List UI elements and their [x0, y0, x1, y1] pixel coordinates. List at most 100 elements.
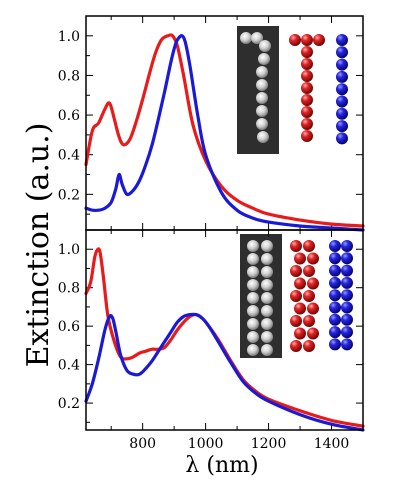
sem-particle	[256, 92, 268, 104]
sem-particle	[247, 344, 259, 356]
red-particle	[307, 277, 319, 290]
red-series-line	[84, 33, 365, 228]
sem-particle	[261, 318, 273, 330]
red-particle	[290, 265, 302, 277]
x-tick-label: 1000	[188, 436, 224, 452]
sem-particle	[247, 279, 259, 291]
blue-particle	[329, 264, 341, 277]
y-tick-label: 0.2	[58, 396, 80, 412]
blue-particle	[341, 276, 353, 289]
y-tick-label: 0.2	[58, 187, 80, 203]
sem-particle	[256, 79, 268, 91]
blue-particle	[336, 83, 348, 96]
y-tick-label: 0.8	[58, 281, 80, 297]
sem-particle	[261, 240, 273, 252]
blue-particle	[341, 338, 353, 351]
sem-particle	[261, 279, 273, 291]
blue-particle	[341, 301, 353, 314]
sem-particle	[261, 292, 273, 304]
blue-particle	[329, 240, 341, 252]
sem-particle	[256, 66, 268, 78]
blue-particle	[329, 252, 341, 265]
bottom-series	[84, 247, 365, 432]
x-axis-title: λ (nm)	[185, 453, 258, 478]
blue-particle	[341, 326, 353, 339]
blue-particle	[341, 240, 353, 252]
sem-particle	[247, 292, 259, 304]
sem-particle	[261, 344, 273, 356]
sem-particle	[247, 331, 259, 343]
red-particle	[289, 34, 301, 46]
red-particle	[301, 118, 313, 130]
y-tick-label: 1.0	[58, 29, 80, 45]
red-particle	[303, 265, 315, 277]
red-particle	[303, 315, 315, 327]
bottom-ticks: 0.2 0.4 0.6 0.8 1.0 800 1000 1200 1400	[58, 230, 363, 452]
blue-particle	[336, 95, 348, 108]
sem-particle	[247, 240, 259, 252]
red-particle	[301, 130, 313, 142]
red-particle	[301, 58, 313, 70]
red-particle	[303, 240, 315, 252]
blue-particle	[341, 264, 353, 277]
x-tick-label: 1200	[251, 436, 287, 452]
sem-particle	[256, 118, 268, 130]
y-tick-label: 1.0	[58, 242, 80, 258]
blue-particle	[329, 276, 341, 289]
red-particle	[294, 302, 306, 315]
blue-particle	[336, 132, 348, 145]
red-particle	[303, 340, 315, 352]
sem-particle	[261, 266, 273, 278]
blue-particle	[341, 313, 353, 326]
red-particle	[301, 94, 313, 106]
sem-particle	[258, 53, 270, 65]
red-particle	[290, 240, 302, 252]
sem-particle	[257, 131, 269, 143]
red-particle	[301, 106, 313, 118]
red-particle	[294, 277, 306, 290]
red-series-line	[84, 247, 365, 428]
sem-particle	[259, 40, 271, 52]
top-panel: 0.2 0.4 0.6 0.8 1.0	[58, 15, 365, 232]
blue-particle	[336, 120, 348, 133]
y-tick-label: 0.6	[58, 108, 80, 124]
sem-particle	[247, 318, 259, 330]
blue-particle	[336, 34, 348, 46]
sem-particle	[247, 305, 259, 317]
bottom-panel: 0.2 0.4 0.6 0.8 1.0 800 1000 1200 1400	[58, 229, 365, 452]
blue-particle	[329, 326, 341, 339]
y-tick-label: 0.8	[58, 68, 80, 84]
blue-particle	[336, 107, 348, 120]
bottom-sem-image	[240, 234, 282, 358]
blue-particle	[329, 301, 341, 314]
y-axis-title: Extinction (a.u.)	[21, 123, 56, 368]
blue-particle	[336, 70, 348, 83]
blue-series-line	[84, 312, 365, 432]
top-sem-image	[237, 26, 279, 154]
red-particle	[307, 327, 319, 340]
sem-particle	[261, 305, 273, 317]
bottom-plot-frame	[85, 229, 364, 431]
red-particle	[301, 70, 313, 82]
blue-particle	[336, 58, 348, 71]
blue-particle	[329, 313, 341, 326]
blue-particle	[329, 338, 341, 351]
top-series	[84, 33, 365, 232]
red-particle	[301, 34, 313, 46]
red-particle	[301, 46, 313, 58]
red-particle	[307, 302, 319, 315]
y-tick-label: 0.4	[58, 148, 80, 164]
x-tick-label: 800	[129, 436, 156, 452]
y-tick-label: 0.6	[58, 319, 80, 335]
top-ticks: 0.2 0.4 0.6 0.8 1.0	[58, 16, 363, 230]
x-tick-label: 1400	[314, 436, 350, 452]
red-particle	[307, 252, 319, 265]
blue-particle	[341, 252, 353, 265]
top-inset-images	[237, 26, 348, 154]
sem-particle	[261, 253, 273, 265]
sem-particle	[251, 32, 263, 44]
blue-particle	[336, 46, 348, 59]
sem-particle	[240, 32, 252, 44]
sem-particle	[247, 266, 259, 278]
